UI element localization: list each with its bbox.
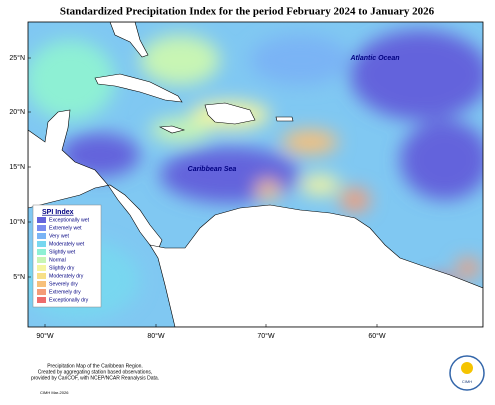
map-area: Atlantic Ocean Caribbean Sea: [28, 22, 483, 327]
footnote-line: Created by aggregating station based obs…: [38, 369, 153, 375]
legend-swatch: [37, 273, 46, 279]
logo-sun: [461, 362, 473, 374]
legend-swatch: [37, 265, 46, 271]
legend-label: Moderately wet: [49, 241, 85, 247]
lon-label: 70°W: [257, 332, 275, 340]
footnote-line: Precipitation Map of the Caribbean Regio…: [47, 363, 143, 369]
legend-swatch: [37, 233, 46, 239]
land: [28, 22, 483, 327]
credit: CIMH Mar-2026: [40, 390, 69, 395]
lat-label: 10°N: [9, 218, 25, 226]
legend-swatch: [37, 289, 46, 295]
legend-swatch: [37, 241, 46, 247]
map-frame: [27, 21, 484, 328]
legend-swatch: [37, 225, 46, 231]
legend-label: Severely dry: [49, 281, 78, 287]
footnote: Precipitation Map of the Caribbean Regio…: [31, 363, 159, 381]
legend-title: SPI Index: [42, 209, 74, 216]
lat-label: 15°N: [9, 163, 25, 171]
legend-label: Normal: [49, 257, 66, 263]
sea-label: Caribbean Sea: [188, 166, 237, 173]
lon-label: 80°W: [147, 332, 165, 340]
logo-text: CIMH: [462, 379, 472, 384]
lon-label: 60°W: [368, 332, 386, 340]
legend-label: Exceptionally dry: [49, 297, 89, 303]
legend-label: Moderately dry: [49, 273, 84, 279]
legend-swatch: [37, 257, 46, 263]
lat-label: 25°N: [9, 54, 25, 62]
legend-label: Slightly wet: [49, 249, 76, 255]
axis-labels: 25°N 20°N 15°N 10°N 5°N 90°W 80°W 70°W 60°W: [9, 54, 386, 340]
legend: SPI Index Exceptionally wet Extremely wet…: [32, 204, 102, 308]
legend-label: Very wet: [49, 233, 69, 239]
legend-label: Exceptionally wet: [49, 217, 90, 223]
legend-swatch: [37, 249, 46, 255]
lat-label: 20°N: [9, 108, 25, 116]
lat-label: 5°N: [13, 273, 25, 281]
ocean-label: Atlantic Ocean: [349, 55, 399, 62]
legend-swatch: [37, 297, 46, 303]
map-title: Standardized Precipitation Index for the…: [60, 6, 435, 18]
lon-label: 90°W: [36, 332, 54, 340]
legend-label: Extremely wet: [49, 225, 82, 231]
legend-label: Extremely dry: [49, 289, 81, 295]
legend-label: Slightly dry: [49, 265, 75, 271]
legend-swatch: [37, 217, 46, 223]
legend-swatch: [37, 281, 46, 287]
footnote-line: provided by CariCOF, with NCEP/NCAR Rean…: [31, 375, 159, 381]
